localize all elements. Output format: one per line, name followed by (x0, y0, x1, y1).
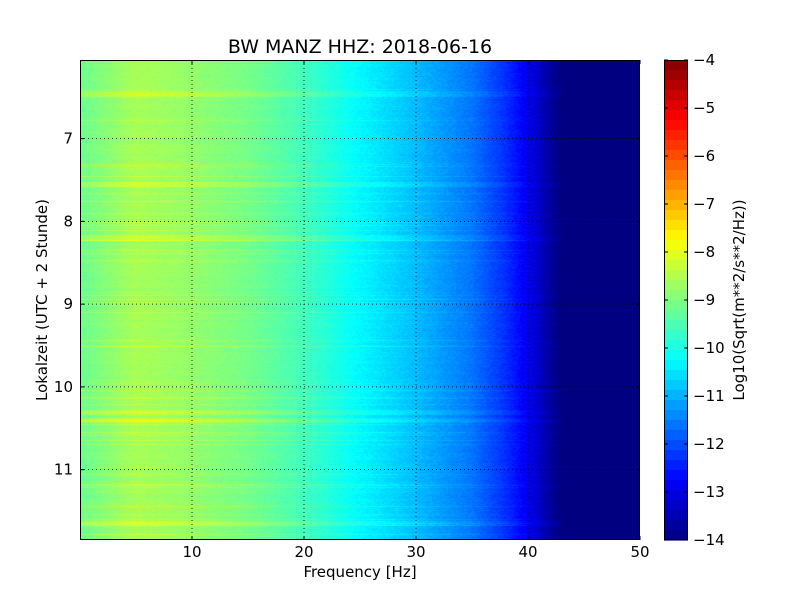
heatmap-image (80, 60, 640, 540)
colorbar-segment (664, 270, 688, 281)
colorbar-tick-label: −4 (693, 51, 715, 69)
x-tick-label: 40 (518, 543, 537, 561)
colorbar-segment (664, 360, 688, 371)
plot-frame (80, 60, 640, 540)
colorbar-segment (664, 430, 688, 441)
colorbar-segment (664, 60, 688, 71)
colorbar-tick-label: −5 (693, 99, 715, 117)
colorbar-segment (664, 470, 688, 481)
colorbar-segment (664, 480, 688, 491)
colorbar-segment (664, 250, 688, 261)
x-axis: 10 20 30 40 50 (182, 60, 650, 561)
colorbar-segment (664, 290, 688, 301)
colorbar-segment (664, 110, 688, 121)
colorbar-segment (664, 80, 688, 91)
colorbar-segment (664, 200, 688, 211)
colorbar-segment (664, 90, 688, 101)
colorbar-segment (664, 370, 688, 381)
colorbar-segment (664, 190, 688, 201)
colorbar-segment (664, 420, 688, 431)
colorbar-segment (664, 330, 688, 341)
colorbar-tick-label: −6 (693, 147, 715, 165)
colorbar-segment (664, 140, 688, 151)
x-tick-label: 20 (294, 543, 313, 561)
colorbar-segment (664, 460, 688, 471)
y-tick-label: 9 (63, 295, 73, 313)
colorbar-segment (664, 100, 688, 111)
colorbar-segment (664, 240, 688, 251)
colorbar-tick-label: −11 (693, 387, 725, 405)
colorbar-segment (664, 310, 688, 321)
colorbar-segment (664, 380, 688, 391)
colorbar-segment (664, 400, 688, 411)
colorbar-tick-label: −13 (693, 483, 725, 501)
colorbar-segment (664, 530, 688, 541)
grid-lines (80, 60, 640, 540)
colorbar-segment (664, 440, 688, 451)
colorbar-tick-label: −12 (693, 435, 725, 453)
colorbar-segment (664, 510, 688, 521)
colorbar-segment (664, 220, 688, 231)
colorbar-tick-label: −7 (693, 195, 715, 213)
y-axis: 7 8 9 10 11 (54, 130, 640, 479)
colorbar-segment (664, 120, 688, 131)
colorbar-segment (664, 70, 688, 81)
colorbar-segment (664, 350, 688, 361)
colorbar-segment (664, 130, 688, 141)
colorbar-label: Log10(Sqrt(m**2/s**2/Hz)) (730, 199, 748, 400)
colorbar-tick-label: −8 (693, 243, 715, 261)
colorbar-tick-label: −10 (693, 339, 725, 357)
colorbar-segment (664, 450, 688, 461)
x-axis-label: Frequency [Hz] (303, 563, 416, 581)
colorbar-segment (664, 320, 688, 331)
chart-title: BW MANZ HHZ: 2018-06-16 (228, 36, 492, 58)
colorbar-segment (664, 500, 688, 511)
colorbar-segment (664, 180, 688, 191)
colorbar-segment (664, 340, 688, 351)
colorbar-segment (664, 150, 688, 161)
y-tick-label: 11 (54, 461, 73, 479)
spectrogram-raster (80, 60, 640, 540)
colorbar-segment (664, 410, 688, 421)
colorbar-tick-label: −9 (693, 291, 715, 309)
colorbar-segment (664, 490, 688, 501)
colorbar-segment (664, 230, 688, 241)
y-tick-label: 8 (63, 212, 73, 230)
x-tick-label: 50 (630, 543, 649, 561)
colorbar-segment (664, 260, 688, 271)
colorbar-segment (664, 390, 688, 401)
colorbar-segment (664, 520, 688, 531)
x-tick-label: 30 (406, 543, 425, 561)
y-tick-label: 7 (63, 130, 73, 148)
x-tick-label: 10 (182, 543, 201, 561)
colorbar-segment (664, 280, 688, 291)
y-axis-label: Lokalzeit (UTC + 2 Stunde) (33, 199, 51, 401)
colorbar-segment (664, 300, 688, 311)
colorbar: −4 −5 −6 −7 −8 −9 −10 −11 −12 −13 −14 (664, 51, 725, 549)
colorbar-tick-label: −14 (693, 531, 725, 549)
y-tick-label: 10 (54, 378, 73, 396)
colorbar-segment (664, 170, 688, 181)
colorbar-segment (664, 210, 688, 221)
colorbar-segment (664, 160, 688, 171)
